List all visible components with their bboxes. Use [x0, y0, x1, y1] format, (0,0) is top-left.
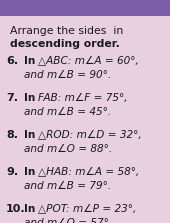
Text: 7.: 7.: [6, 93, 18, 103]
Text: In: In: [24, 167, 39, 177]
Text: In: In: [24, 56, 39, 66]
Text: FAB: m∠F = 75°,: FAB: m∠F = 75°,: [38, 93, 128, 103]
Text: Arrange the sides  in: Arrange the sides in: [10, 26, 123, 36]
Text: In: In: [24, 204, 39, 214]
Text: and m∠O = 57°.: and m∠O = 57°.: [24, 218, 112, 223]
Text: 8.: 8.: [6, 130, 18, 140]
Text: and m∠B = 45°.: and m∠B = 45°.: [24, 107, 111, 117]
Text: and m∠O = 88°.: and m∠O = 88°.: [24, 144, 112, 154]
Text: 9.: 9.: [6, 167, 18, 177]
Text: and m∠B = 79°.: and m∠B = 79°.: [24, 181, 111, 191]
Text: △ABC: m∠A = 60°,: △ABC: m∠A = 60°,: [38, 56, 139, 66]
Text: 10.: 10.: [6, 204, 26, 214]
Text: 6.: 6.: [6, 56, 18, 66]
Text: In: In: [24, 93, 39, 103]
Text: △POT: m∠P = 23°,: △POT: m∠P = 23°,: [38, 204, 136, 214]
Bar: [0, 0, 170, 16]
Text: descending order.: descending order.: [10, 39, 120, 49]
Text: △HAB: m∠A = 58°,: △HAB: m∠A = 58°,: [38, 167, 139, 177]
Text: and m∠B = 90°.: and m∠B = 90°.: [24, 70, 111, 80]
Text: △ROD: m∠D = 32°,: △ROD: m∠D = 32°,: [38, 130, 142, 140]
Text: In: In: [24, 130, 39, 140]
